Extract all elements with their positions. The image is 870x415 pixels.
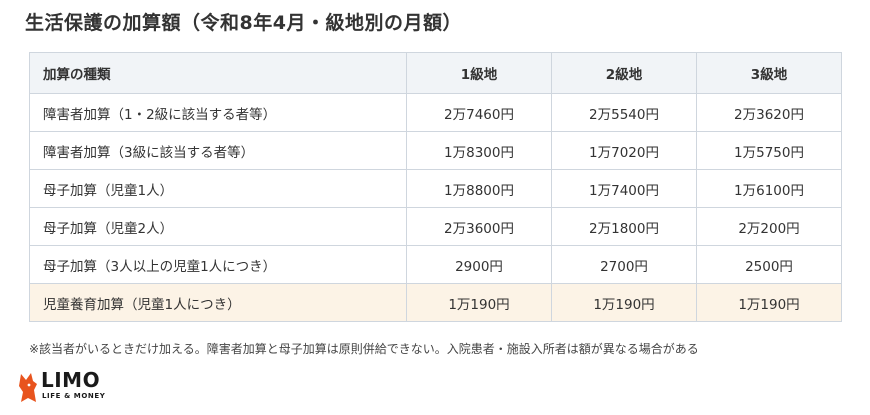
table-row: 母子加算（児童2人） 2万3600円 2万1800円 2万200円 bbox=[29, 207, 842, 246]
table-row: 障害者加算（1・2級に該当する者等） 2万7460円 2万5540円 2万362… bbox=[29, 93, 842, 132]
logo-tagline: LIFE & MONEY bbox=[42, 392, 106, 400]
cell-level-3: 2万200円 bbox=[696, 207, 842, 246]
cell-type: 母子加算（3人以上の児童1人につき） bbox=[29, 245, 407, 284]
cell-type: 児童養育加算（児童1人につき） bbox=[29, 283, 407, 322]
cell-level-1: 2万7460円 bbox=[406, 93, 552, 132]
header-level-2: 2級地 bbox=[551, 52, 697, 94]
cell-level-3: 2500円 bbox=[696, 245, 842, 284]
cell-type: 障害者加算（3級に該当する者等） bbox=[29, 131, 407, 170]
limo-logo: LIMO LIFE & MONEY bbox=[17, 368, 117, 406]
addition-rates-table: 加算の種類 1級地 2級地 3級地 障害者加算（1・2級に該当する者等） 2万7… bbox=[29, 52, 842, 322]
cell-type: 母子加算（児童1人） bbox=[29, 169, 407, 208]
cell-level-2: 2700円 bbox=[551, 245, 697, 284]
header-level-1: 1級地 bbox=[406, 52, 552, 94]
table-row-highlighted: 児童養育加算（児童1人につき） 1万190円 1万190円 1万190円 bbox=[29, 283, 842, 322]
table-header-row: 加算の種類 1級地 2級地 3級地 bbox=[29, 52, 842, 94]
cell-level-3: 2万3620円 bbox=[696, 93, 842, 132]
table-row: 母子加算（児童1人） 1万8800円 1万7400円 1万6100円 bbox=[29, 169, 842, 208]
cell-level-1: 1万8800円 bbox=[406, 169, 552, 208]
header-level-3: 3級地 bbox=[696, 52, 842, 94]
cell-level-1: 2万3600円 bbox=[406, 207, 552, 246]
cell-type: 母子加算（児童2人） bbox=[29, 207, 407, 246]
table-row: 母子加算（3人以上の児童1人につき） 2900円 2700円 2500円 bbox=[29, 245, 842, 284]
header-type: 加算の種類 bbox=[29, 52, 407, 94]
cell-level-2: 2万1800円 bbox=[551, 207, 697, 246]
cell-type: 障害者加算（1・2級に該当する者等） bbox=[29, 93, 407, 132]
fox-mascot-icon bbox=[19, 373, 37, 402]
cell-level-3: 1万6100円 bbox=[696, 169, 842, 208]
cell-level-2: 2万5540円 bbox=[551, 93, 697, 132]
cell-level-2: 1万190円 bbox=[551, 283, 697, 322]
logo-name: LIMO bbox=[41, 368, 101, 392]
page-title: 生活保護の加算額（令和8年4月・級地別の月額） bbox=[25, 12, 462, 34]
cell-level-1: 1万190円 bbox=[406, 283, 552, 322]
cell-level-1: 1万8300円 bbox=[406, 131, 552, 170]
footnote: ※該当者がいるときだけ加える。障害者加算と母子加算は原則併給できない。入院患者・… bbox=[29, 342, 699, 356]
cell-level-2: 1万7020円 bbox=[551, 131, 697, 170]
cell-level-1: 2900円 bbox=[406, 245, 552, 284]
cell-level-3: 1万5750円 bbox=[696, 131, 842, 170]
table-row: 障害者加算（3級に該当する者等） 1万8300円 1万7020円 1万5750円 bbox=[29, 131, 842, 170]
cell-level-2: 1万7400円 bbox=[551, 169, 697, 208]
cell-level-3: 1万190円 bbox=[696, 283, 842, 322]
